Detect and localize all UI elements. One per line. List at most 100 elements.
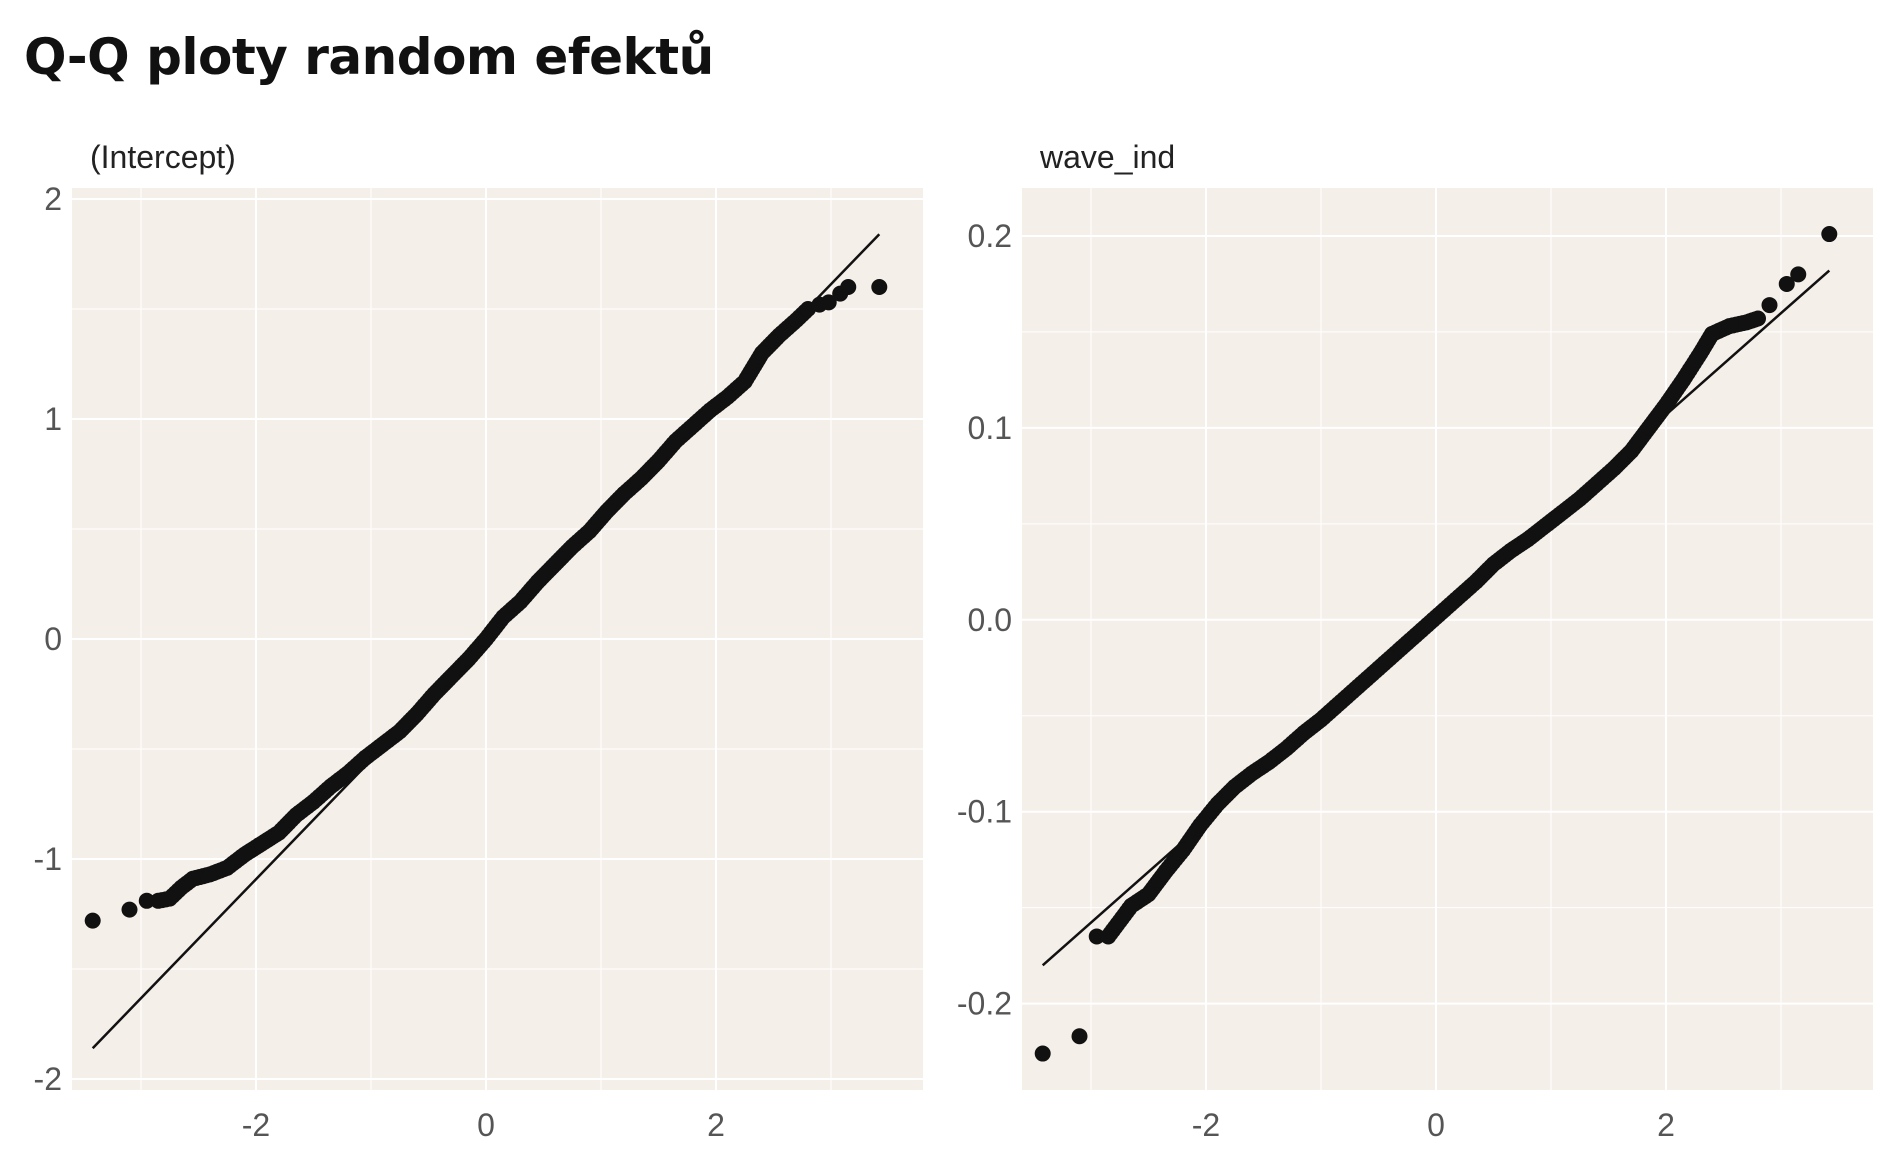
y-tick-label-wave-ind: -0.2 bbox=[957, 986, 1012, 1022]
qq-point-wave-ind bbox=[1088, 928, 1105, 945]
qq-point-intercept bbox=[871, 279, 888, 295]
qq-point-intercept bbox=[391, 723, 408, 740]
qq-point-intercept bbox=[426, 686, 443, 702]
qq-point-wave-ind bbox=[1485, 556, 1502, 573]
qq-point-wave-ind bbox=[1100, 928, 1117, 945]
y-tick-label-intercept: -1 bbox=[34, 841, 62, 877]
y-tick-label-intercept: 0 bbox=[44, 621, 62, 657]
qq-point-intercept bbox=[736, 373, 753, 390]
qq-point-intercept bbox=[650, 452, 667, 469]
qq-point-wave-ind bbox=[1451, 588, 1467, 605]
qq-point-intercept bbox=[840, 279, 857, 295]
qq-point-intercept bbox=[288, 807, 305, 823]
y-tick-label-intercept: -2 bbox=[34, 1061, 62, 1097]
qq-point-intercept bbox=[598, 503, 615, 520]
qq-point-wave-ind bbox=[1123, 897, 1140, 914]
panel-background-wave-ind bbox=[1022, 188, 1873, 1090]
qq-point-wave-ind bbox=[1502, 542, 1519, 559]
qq-point-wave-ind bbox=[1721, 318, 1738, 335]
x-tick-label-wave-ind: 2 bbox=[1657, 1107, 1675, 1143]
qq-point-intercept bbox=[495, 609, 512, 625]
qq-point-intercept bbox=[478, 631, 494, 647]
y-tick-label-wave-ind: 0.0 bbox=[968, 602, 1012, 638]
qq-point-wave-ind bbox=[1226, 778, 1243, 795]
qq-point-intercept bbox=[121, 901, 138, 918]
qq-point-wave-ind bbox=[1244, 765, 1260, 782]
qq-point-intercept bbox=[219, 859, 236, 876]
qq-point-wave-ind bbox=[1209, 796, 1226, 813]
qq-point-wave-ind bbox=[1790, 266, 1807, 283]
qq-point-wave-ind bbox=[1750, 310, 1766, 327]
qq-point-intercept bbox=[820, 294, 837, 311]
qq-point-intercept bbox=[184, 870, 201, 887]
qq-point-wave-ind bbox=[1675, 371, 1692, 388]
x-tick-label-wave-ind: 0 bbox=[1427, 1107, 1445, 1143]
qq-point-wave-ind bbox=[1330, 696, 1347, 713]
qq-point-intercept bbox=[374, 736, 391, 753]
y-tick-label-intercept: 2 bbox=[44, 181, 62, 217]
qq-point-intercept bbox=[409, 705, 425, 722]
qq-point-wave-ind bbox=[1778, 275, 1795, 292]
qq-point-intercept bbox=[564, 538, 581, 555]
qq-point-intercept bbox=[719, 389, 736, 405]
qq-point-intercept bbox=[547, 556, 563, 573]
qq-point-wave-ind bbox=[1821, 226, 1838, 243]
qq-point-intercept bbox=[236, 846, 253, 863]
qq-point-intercept bbox=[138, 892, 155, 909]
qq-point-wave-ind bbox=[1571, 490, 1588, 507]
y-tick-label-wave-ind: -0.1 bbox=[957, 794, 1012, 830]
qq-point-wave-ind bbox=[1192, 817, 1209, 834]
qq-point-wave-ind bbox=[1640, 419, 1657, 436]
qq-point-wave-ind bbox=[1071, 1028, 1088, 1045]
qq-point-wave-ind bbox=[1704, 325, 1720, 342]
qq-point-wave-ind bbox=[1658, 396, 1674, 413]
qq-point-intercept bbox=[754, 345, 770, 361]
qq-point-intercept bbox=[305, 793, 322, 810]
qq-point-intercept bbox=[702, 402, 719, 419]
qq-point-intercept bbox=[685, 417, 701, 434]
qq-point-wave-ind bbox=[1416, 619, 1433, 636]
qq-point-intercept bbox=[616, 485, 632, 502]
qq-point-intercept bbox=[581, 523, 598, 540]
y-tick-label-wave-ind: 0.2 bbox=[968, 218, 1012, 254]
qq-point-wave-ind bbox=[1111, 913, 1128, 930]
x-tick-label-wave-ind: -2 bbox=[1192, 1107, 1220, 1143]
qq-point-intercept bbox=[633, 470, 650, 487]
qq-point-wave-ind bbox=[1399, 634, 1416, 651]
qq-point-wave-ind bbox=[1589, 475, 1605, 492]
qq-point-wave-ind bbox=[1382, 650, 1398, 667]
qq-point-intercept bbox=[340, 765, 356, 782]
qq-point-wave-ind bbox=[1313, 711, 1329, 728]
qq-point-wave-ind bbox=[1175, 842, 1191, 859]
qq-point-wave-ind bbox=[1537, 517, 1554, 534]
chart-title: Q-Q ploty random efektů bbox=[24, 28, 714, 86]
qq-point-wave-ind bbox=[1347, 680, 1364, 697]
qq-point-intercept bbox=[771, 327, 788, 344]
qq-point-intercept bbox=[443, 668, 460, 685]
qq-point-wave-ind bbox=[1157, 863, 1174, 880]
qq-point-intercept bbox=[322, 778, 339, 795]
qq-point-wave-ind bbox=[1278, 740, 1295, 757]
qq-point-intercept bbox=[161, 890, 178, 907]
qq-point-wave-ind bbox=[1623, 442, 1640, 459]
panel-title-wave-ind: wave_ind bbox=[1039, 139, 1175, 175]
qq-point-intercept bbox=[173, 879, 190, 896]
y-tick-label-intercept: 1 bbox=[44, 401, 62, 437]
qq-point-wave-ind bbox=[1295, 725, 1312, 742]
panel-title-intercept: (Intercept) bbox=[90, 139, 236, 175]
qq-point-wave-ind bbox=[1761, 297, 1778, 314]
x-tick-label-intercept: 2 bbox=[707, 1107, 725, 1143]
qq-point-wave-ind bbox=[1261, 753, 1278, 770]
qq-point-intercept bbox=[529, 573, 546, 590]
qq-point-intercept bbox=[512, 593, 529, 610]
x-tick-label-intercept: 0 bbox=[477, 1107, 495, 1143]
qq-point-intercept bbox=[84, 912, 101, 929]
qq-point-wave-ind bbox=[1433, 604, 1450, 621]
x-tick-label-intercept: -2 bbox=[242, 1107, 270, 1143]
qq-point-wave-ind bbox=[1692, 345, 1709, 362]
qq-point-wave-ind bbox=[1140, 886, 1157, 903]
qq-point-wave-ind bbox=[1364, 665, 1381, 682]
qq-point-wave-ind bbox=[1034, 1045, 1051, 1062]
qq-point-wave-ind bbox=[1606, 460, 1623, 477]
